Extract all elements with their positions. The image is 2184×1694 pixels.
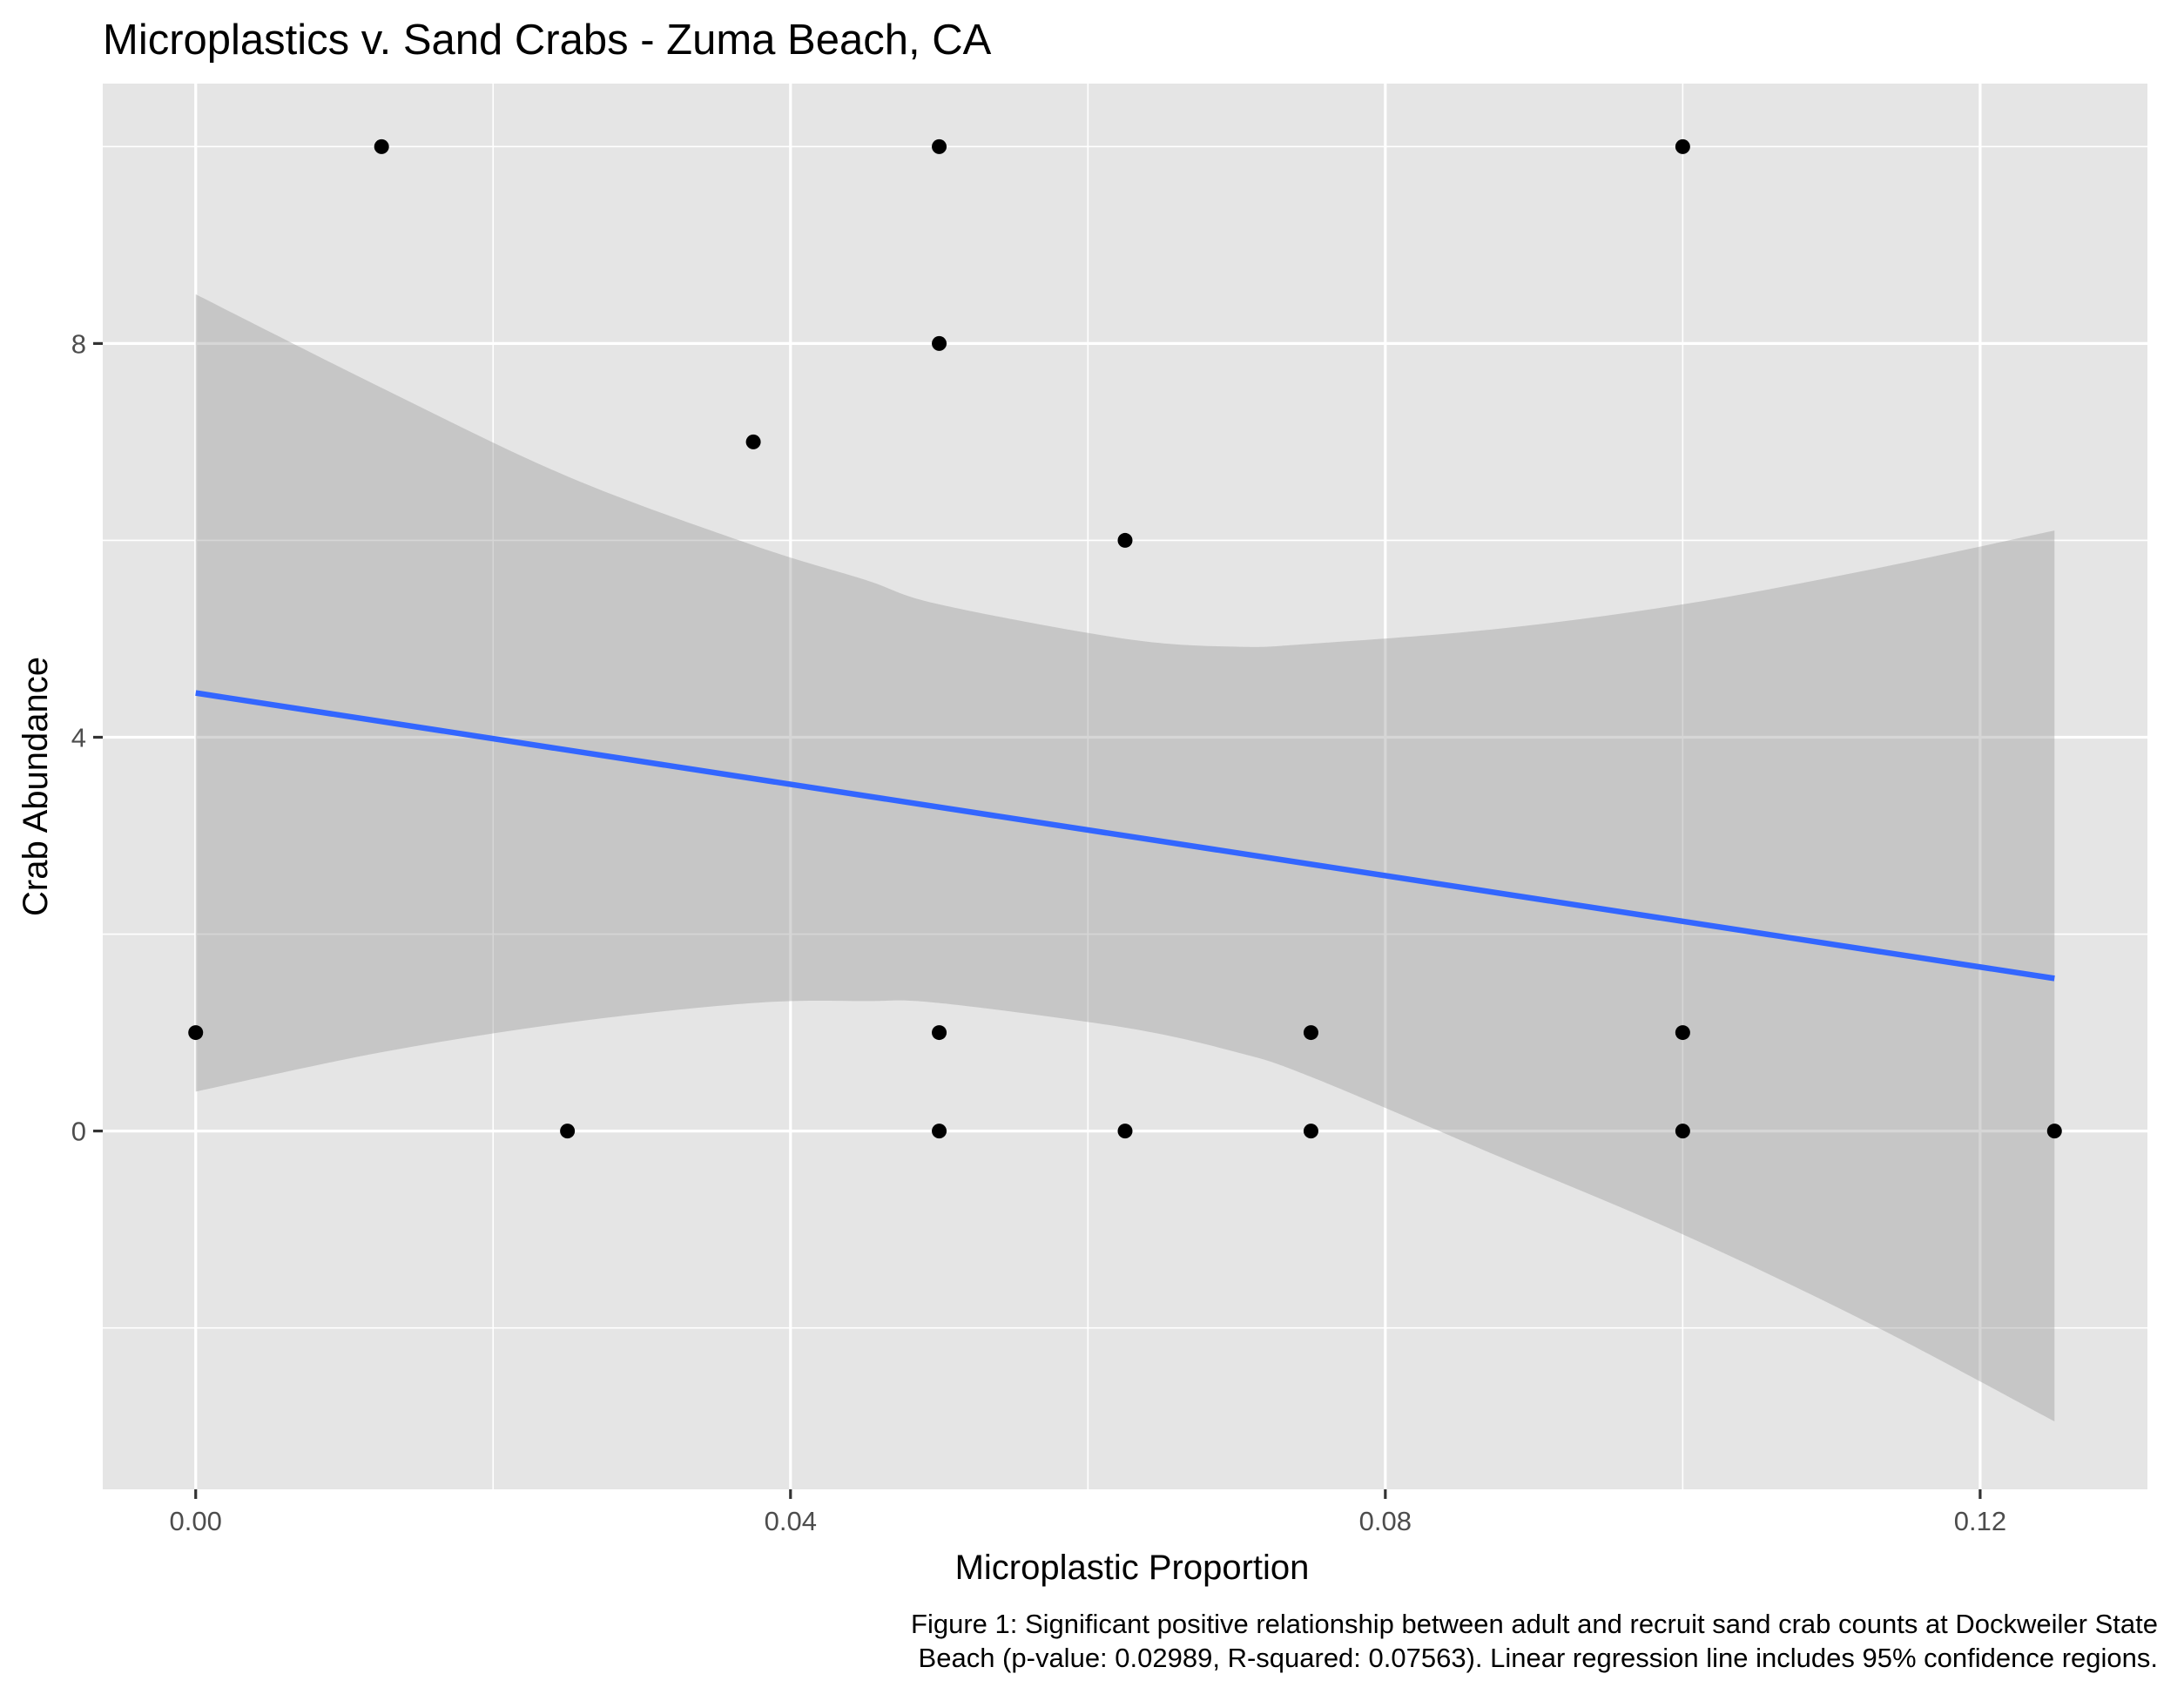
data-point	[374, 138, 389, 154]
regression-line-layer	[195, 690, 2055, 982]
caption-line: Figure 1: Significant positive relations…	[911, 1609, 2158, 1639]
data-point	[1675, 1025, 1690, 1041]
regression-line	[195, 690, 2055, 982]
data-point	[1675, 138, 1690, 154]
data-point	[932, 1025, 947, 1041]
data-point	[932, 335, 947, 351]
y-axis: 0 4 8	[71, 328, 103, 1147]
x-tick-label: 0.04	[765, 1506, 817, 1536]
data-point	[560, 1124, 576, 1139]
plot-panel	[103, 84, 2147, 1489]
major-gridlines	[103, 84, 2147, 1489]
data-point	[932, 1124, 947, 1139]
data-point	[188, 1025, 204, 1041]
confidence-band-layer	[195, 294, 2055, 1422]
y-axis-label: Crab Abundance	[17, 657, 55, 916]
confidence-band	[195, 294, 2055, 1422]
x-axis-label: Microplastic Proportion	[955, 1549, 1310, 1587]
data-point	[745, 434, 761, 449]
data-point	[2046, 1124, 2062, 1139]
data-point	[1117, 1124, 1133, 1139]
y-tick-label: 0	[71, 1117, 86, 1147]
y-tick-label: 4	[71, 722, 86, 753]
x-tick-label: 0.08	[1359, 1506, 1412, 1536]
data-points-layer	[188, 138, 2062, 1139]
x-tick-label: 0.00	[170, 1506, 222, 1536]
data-point	[1675, 1124, 1690, 1139]
x-tick-label: 0.12	[1954, 1506, 2006, 1536]
chart-title: Microplastics v. Sand Crabs - Zuma Beach…	[103, 17, 992, 64]
y-tick-label: 8	[71, 328, 86, 359]
data-point	[1303, 1025, 1318, 1041]
data-point	[1303, 1124, 1318, 1139]
data-point	[932, 138, 947, 154]
data-point	[1117, 532, 1133, 548]
caption-line: Beach (p-value: 0.02989, R-squared: 0.07…	[919, 1643, 2158, 1673]
x-axis: 0.00 0.04 0.08 0.12	[170, 1489, 2006, 1536]
